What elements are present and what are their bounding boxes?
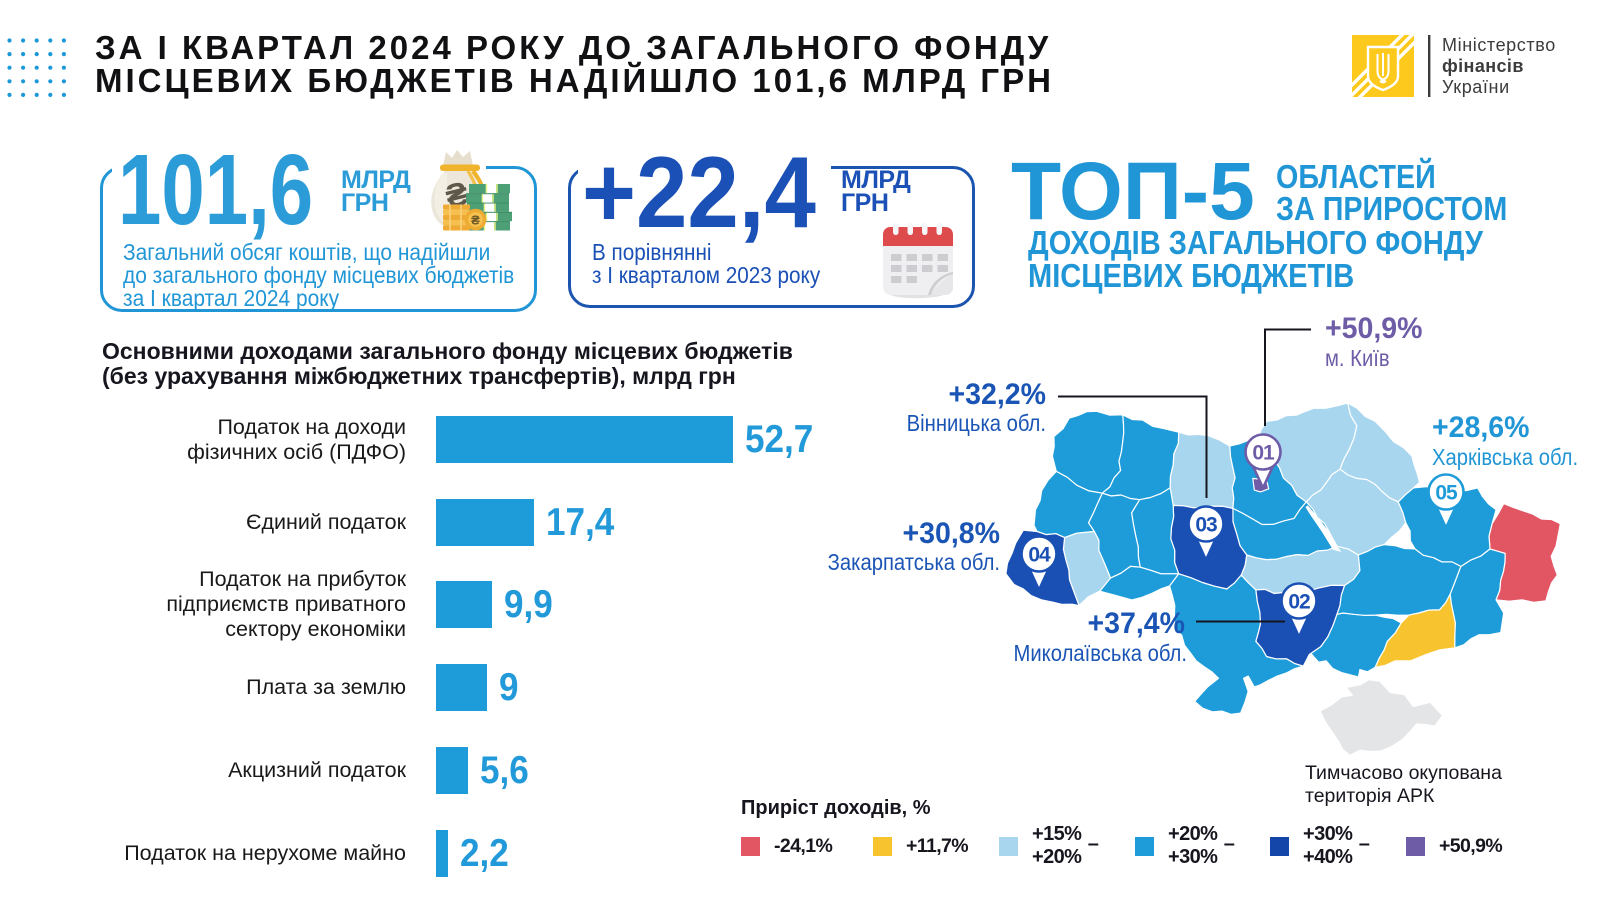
svg-text:₴: ₴ (471, 213, 480, 228)
svg-text:України: України (1442, 77, 1510, 97)
svg-text:01: 01 (1252, 442, 1275, 465)
svg-text:04: 04 (1028, 544, 1051, 567)
svg-text:02: 02 (1288, 591, 1310, 614)
svg-text:фінансів: фінансів (1442, 56, 1524, 76)
svg-text:05: 05 (1435, 482, 1458, 505)
svg-text:Міністерство: Міністерство (1442, 35, 1556, 55)
svg-text:03: 03 (1195, 514, 1217, 537)
